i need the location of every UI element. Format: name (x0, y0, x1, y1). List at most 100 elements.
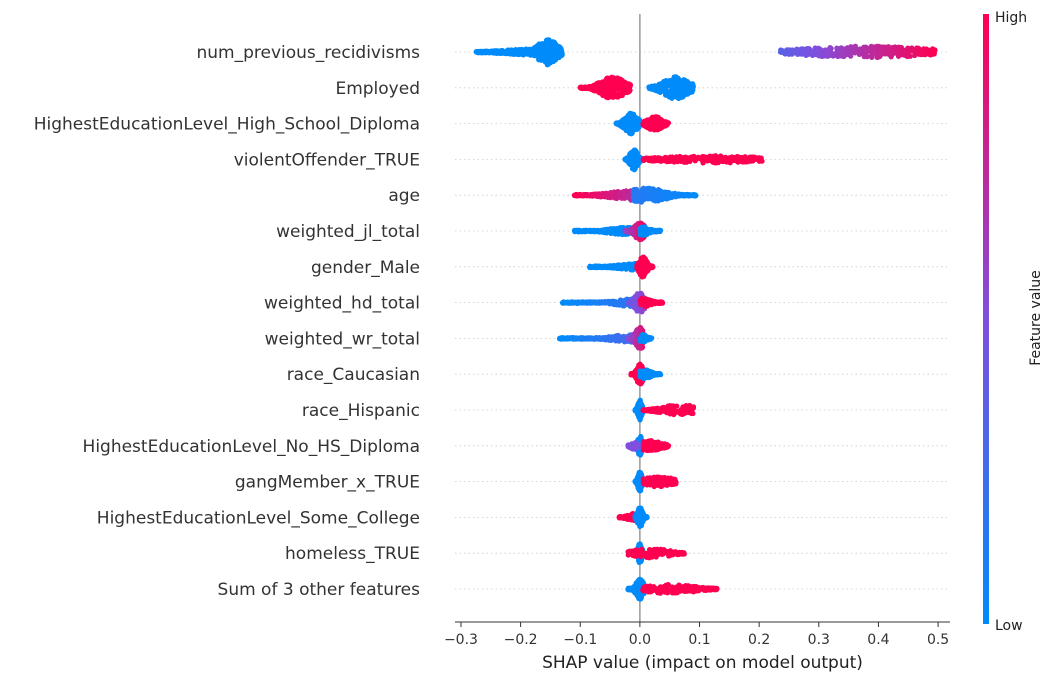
data-point (639, 270, 645, 276)
data-point (663, 190, 669, 196)
data-point (653, 118, 659, 125)
feature-row-points (628, 361, 664, 387)
data-point (602, 334, 608, 341)
data-point (888, 54, 894, 60)
data-point (689, 88, 695, 95)
data-point (912, 52, 918, 59)
data-point (565, 335, 571, 341)
data-point (505, 47, 511, 53)
data-point (684, 91, 690, 97)
data-point (657, 125, 663, 132)
data-point (869, 54, 875, 60)
beeswarm-points (473, 37, 938, 602)
data-point (485, 49, 491, 55)
data-point (646, 262, 652, 268)
data-point (676, 76, 682, 82)
data-point (499, 49, 506, 55)
feature-row-points (473, 37, 938, 68)
data-point (598, 87, 604, 93)
data-point (542, 41, 548, 47)
data-point (582, 85, 588, 91)
feature-row-points (632, 397, 697, 423)
data-point (553, 42, 559, 48)
data-point (649, 84, 655, 90)
data-point (597, 229, 604, 235)
data-point (619, 263, 625, 269)
data-point (631, 192, 638, 199)
data-point (569, 299, 575, 305)
data-point (545, 53, 551, 60)
data-point (580, 192, 586, 199)
data-point (627, 110, 633, 117)
data-point (901, 48, 907, 54)
data-point (548, 48, 554, 55)
data-point (809, 48, 815, 55)
data-point (517, 47, 523, 53)
data-point (558, 336, 564, 342)
data-point (603, 94, 609, 100)
data-point (879, 45, 885, 51)
data-point (543, 49, 549, 55)
data-point (604, 228, 610, 234)
data-point (606, 87, 613, 93)
data-point (611, 195, 618, 201)
data-point (591, 264, 597, 270)
data-point (638, 400, 644, 406)
data-point (627, 87, 633, 93)
feature-row-points (587, 254, 656, 280)
data-point (655, 372, 661, 378)
data-point (576, 229, 582, 235)
data-point (577, 85, 583, 91)
data-point (644, 407, 651, 413)
data-point (677, 89, 683, 95)
data-point (657, 189, 663, 196)
data-point (644, 337, 650, 343)
data-point (629, 335, 635, 341)
data-point (778, 47, 784, 53)
data-point (628, 131, 634, 137)
data-point (520, 51, 527, 57)
data-point (900, 52, 906, 58)
data-point (689, 154, 696, 160)
data-point (837, 53, 844, 59)
data-point (508, 51, 514, 57)
data-point (649, 114, 655, 120)
data-point (639, 363, 645, 369)
data-point (626, 81, 632, 87)
data-point (575, 193, 582, 199)
data-point (794, 51, 801, 57)
data-point (628, 226, 634, 232)
data-point (608, 299, 614, 305)
data-point (666, 94, 672, 100)
data-point (644, 374, 651, 381)
data-point (574, 336, 581, 342)
data-point (678, 408, 684, 414)
data-point (609, 190, 615, 196)
data-point (842, 52, 849, 58)
data-point (641, 300, 648, 306)
data-point (620, 300, 626, 306)
data-point (816, 45, 822, 51)
data-point (862, 48, 868, 54)
data-point (551, 52, 557, 58)
data-point (621, 123, 627, 130)
data-point (608, 78, 614, 84)
data-point (651, 190, 657, 196)
data-point (610, 265, 617, 271)
data-point (592, 192, 599, 198)
data-point (657, 85, 663, 91)
data-point (671, 157, 677, 163)
data-point (535, 51, 541, 57)
data-point (621, 79, 628, 85)
data-point (629, 302, 636, 308)
data-point (648, 368, 654, 375)
data-point (658, 300, 664, 306)
data-point (640, 232, 647, 238)
data-point (533, 44, 539, 50)
feature-row-points (577, 74, 696, 102)
data-point (514, 51, 521, 57)
data-point (904, 53, 910, 60)
data-point (672, 76, 678, 82)
data-point (669, 403, 675, 409)
data-point (586, 299, 592, 305)
